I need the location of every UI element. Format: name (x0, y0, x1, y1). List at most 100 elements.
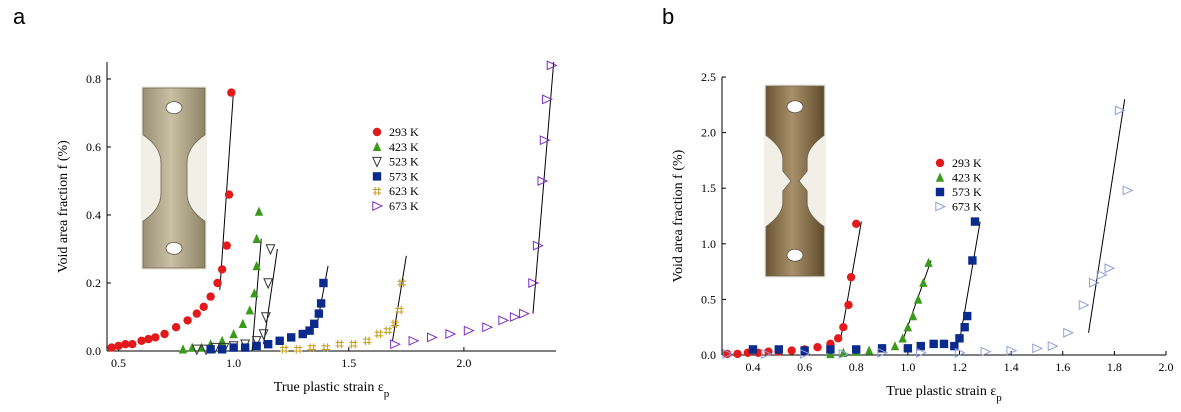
data-point (954, 347, 966, 358)
panel-letter-a: a (13, 4, 26, 29)
data-point (305, 326, 314, 335)
specimen-body (765, 85, 825, 277)
data-point (968, 256, 977, 265)
x-tick-label: 0.8 (849, 360, 864, 374)
data-point (846, 272, 856, 282)
legend-marker (935, 172, 945, 182)
data-point (509, 312, 521, 322)
data-point (839, 323, 848, 332)
data-point (397, 278, 406, 288)
y-tick-label: 0.4 (86, 208, 101, 222)
data-point (955, 334, 964, 343)
chart-panel-b: 0.4 0.6 0.8 1.0 1.2 1.4 1.6 1.8 2.0 0.0 0.5 1.0 1.5 2… (671, 70, 1174, 404)
data-point (275, 336, 284, 345)
data-point (408, 335, 420, 346)
data-point (222, 241, 231, 250)
x-tick-label: 2.0 (456, 356, 471, 370)
data-point (1122, 185, 1134, 196)
y-tick-label: 0.8 (86, 72, 101, 86)
data-point (539, 135, 551, 146)
data-point (1104, 263, 1116, 274)
data-point (1096, 269, 1108, 280)
data-point (293, 345, 303, 354)
data-point (298, 329, 307, 339)
data-point (898, 333, 907, 343)
data-point (213, 278, 222, 288)
data-point (542, 94, 553, 105)
data-point (838, 348, 850, 359)
legend-marker (372, 141, 382, 151)
x-tick-label: 2.0 (1159, 360, 1174, 374)
series-623-k (280, 255, 407, 354)
data-point (319, 278, 328, 288)
data-point (128, 340, 137, 349)
data-point (916, 347, 927, 358)
data-point (960, 323, 969, 332)
fit-line (263, 248, 278, 345)
data-point (890, 341, 900, 351)
data-point (254, 206, 264, 216)
x-tick-label: 1.4 (1004, 360, 1019, 374)
specimen-body (142, 87, 206, 269)
data-point (528, 278, 540, 288)
data-point (374, 329, 383, 339)
data-point (217, 345, 227, 354)
data-point (463, 325, 475, 336)
data-point (1047, 341, 1059, 352)
data-point (217, 335, 227, 345)
x-tick-label: 1.0 (900, 360, 915, 374)
data-point (151, 333, 160, 342)
legend-marker (935, 187, 945, 197)
x-tick-label: 1.5 (341, 356, 356, 370)
data-point (908, 311, 918, 321)
x-axis-label: True plastic strain εp (274, 380, 390, 400)
legend-marker (372, 156, 382, 168)
data-point (929, 339, 938, 349)
specimen-hole-top (165, 101, 183, 115)
data-point (390, 319, 400, 328)
y-tick-label: 2.5 (701, 70, 716, 84)
data-point (251, 336, 262, 348)
data-point (813, 343, 822, 352)
notched-specimen-icon (764, 84, 826, 278)
specimen-hole-bottom (165, 241, 183, 255)
x-tick-label: 0.4 (745, 360, 760, 374)
data-point (287, 333, 296, 342)
data-point (903, 322, 913, 332)
series-293-k (107, 88, 236, 352)
y-axis-label: Void area fraction f (%) (56, 140, 71, 273)
data-point (224, 190, 234, 199)
data-point (761, 348, 773, 359)
y-tick-label: 0.6 (86, 140, 101, 154)
series-673-k (722, 99, 1134, 359)
legend-marker (372, 127, 382, 137)
fit-line (958, 221, 981, 342)
data-point (532, 240, 544, 251)
dogbone-specimen-icon (141, 86, 207, 270)
data-point (252, 341, 261, 351)
data-point (864, 345, 874, 355)
data-point (121, 340, 130, 349)
data-point (537, 176, 549, 186)
legend-label: 293 K (952, 156, 982, 170)
data-point (280, 345, 289, 354)
data-point (1078, 299, 1090, 310)
x-tick-label: 1.0 (226, 356, 241, 370)
chart-panel-a: 0.5 1.0 1.5 2.0 0.0 0.2 0.4 0.6 0.8 True plastic … (56, 60, 558, 400)
data-point (250, 288, 259, 298)
data-point (314, 309, 324, 318)
data-point (498, 315, 510, 326)
legend-label: 623 K (389, 184, 419, 198)
data-point (1006, 345, 1018, 356)
y-tick-label: 2.0 (701, 126, 716, 140)
data-point (748, 345, 758, 354)
data-point (919, 277, 928, 287)
data-point (1063, 327, 1075, 338)
series-573-k (748, 217, 981, 355)
data-point (852, 219, 861, 228)
series-673-k (390, 60, 558, 350)
data-point (833, 334, 843, 343)
data-point (877, 347, 889, 358)
x-axis-label: True plastic strain εp (886, 384, 1002, 404)
